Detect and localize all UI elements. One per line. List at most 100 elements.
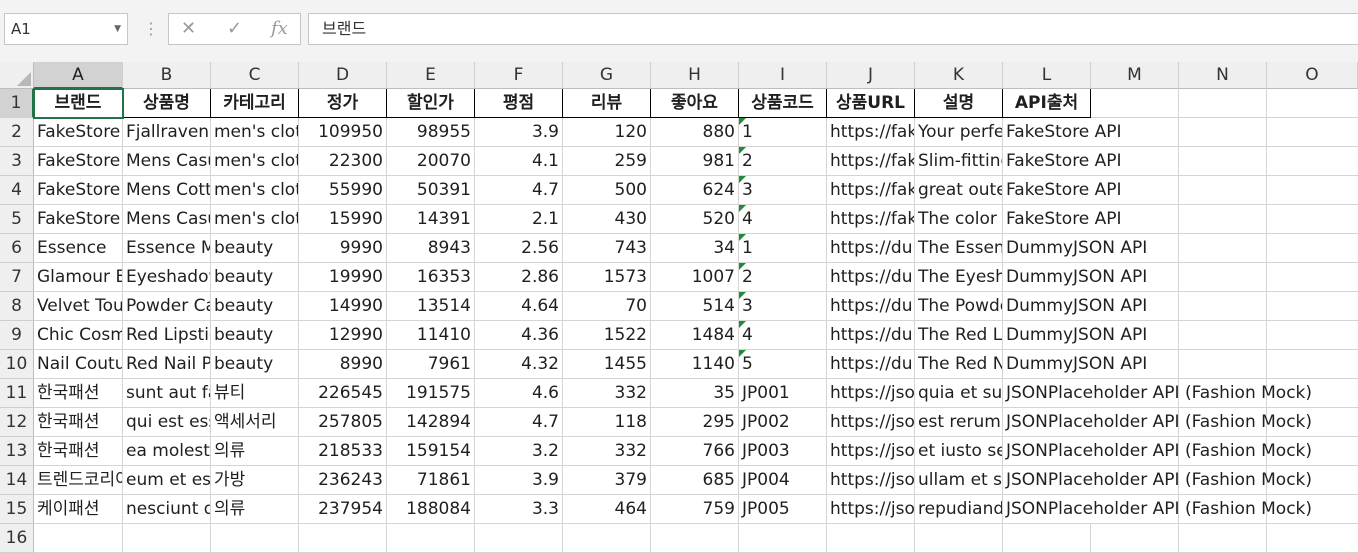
cell-c14[interactable]: 가방: [211, 466, 299, 495]
cell-i5[interactable]: 4: [739, 205, 827, 234]
cell-c10[interactable]: beauty: [211, 350, 299, 379]
row-header-10[interactable]: 10: [0, 350, 34, 379]
cell-l15[interactable]: JSONPlaceholder API (Fashion Mock): [1003, 495, 1358, 524]
cell-f9[interactable]: 4.36: [475, 321, 563, 350]
header-cell-h1[interactable]: 좋아요: [651, 89, 739, 118]
cell-c5[interactable]: men's clothing: [211, 205, 299, 234]
cell-i14[interactable]: JP004: [739, 466, 827, 495]
cell-h7[interactable]: 1007: [651, 263, 739, 292]
cell-b6[interactable]: Essence Mascara: [123, 234, 211, 263]
cell-i8[interactable]: 3: [739, 292, 827, 321]
cell-a4[interactable]: FakeStore: [34, 176, 123, 205]
cell-l11[interactable]: JSONPlaceholder API (Fashion Mock): [1003, 379, 1358, 408]
cell-a7[interactable]: Glamour Beauty: [34, 263, 123, 292]
cell-c4[interactable]: men's clothing: [211, 176, 299, 205]
cell-b5[interactable]: Mens Casual Slim Fit: [123, 205, 211, 234]
cell-j10[interactable]: https://dummyjson.com: [827, 350, 915, 379]
cell-i12[interactable]: JP002: [739, 408, 827, 437]
cell-a5[interactable]: FakeStore: [34, 205, 123, 234]
cell-d7[interactable]: 19990: [299, 263, 387, 292]
cell-c8[interactable]: beauty: [211, 292, 299, 321]
header-cell-d1[interactable]: 정가: [299, 89, 387, 118]
cell-e13[interactable]: 159154: [387, 437, 475, 466]
column-header-d[interactable]: D: [299, 62, 387, 89]
row-header-4[interactable]: 4: [0, 176, 34, 205]
cell-e12[interactable]: 142894: [387, 408, 475, 437]
column-header-f[interactable]: F: [475, 62, 563, 89]
cell-i4[interactable]: 3: [739, 176, 827, 205]
row-header-9[interactable]: 9: [0, 321, 34, 350]
header-cell-f1[interactable]: 평점: [475, 89, 563, 118]
cell-d14[interactable]: 236243: [299, 466, 387, 495]
cell-o16[interactable]: [1267, 524, 1358, 553]
cell-e6[interactable]: 8943: [387, 234, 475, 263]
chevron-down-icon[interactable]: ▼: [114, 24, 121, 34]
cell-o1[interactable]: [1267, 89, 1358, 118]
row-header-8[interactable]: 8: [0, 292, 34, 321]
cell-k10[interactable]: The Red Nail: [915, 350, 1003, 379]
more-options-icon[interactable]: ⋮: [143, 19, 159, 38]
cell-e9[interactable]: 11410: [387, 321, 475, 350]
cell-g4[interactable]: 500: [563, 176, 651, 205]
cell-k7[interactable]: The Eyeshadow: [915, 263, 1003, 292]
cell-l13[interactable]: JSONPlaceholder API (Fashion Mock): [1003, 437, 1358, 466]
cell-h4[interactable]: 624: [651, 176, 739, 205]
cell-l16[interactable]: [1003, 524, 1091, 553]
cell-f7[interactable]: 2.86: [475, 263, 563, 292]
cell-l7[interactable]: DummyJSON API: [1003, 263, 1358, 292]
cell-b12[interactable]: qui est esse: [123, 408, 211, 437]
cell-e14[interactable]: 71861: [387, 466, 475, 495]
row-header-11[interactable]: 11: [0, 379, 34, 408]
row-header-2[interactable]: 2: [0, 118, 34, 147]
column-header-e[interactable]: E: [387, 62, 475, 89]
cell-d8[interactable]: 14990: [299, 292, 387, 321]
cell-j9[interactable]: https://dummyjson.com: [827, 321, 915, 350]
column-header-l[interactable]: L: [1003, 62, 1091, 89]
cell-a16[interactable]: [34, 524, 123, 553]
cell-g16[interactable]: [563, 524, 651, 553]
cell-i11[interactable]: JP001: [739, 379, 827, 408]
cell-f2[interactable]: 3.9: [475, 118, 563, 147]
cell-e8[interactable]: 13514: [387, 292, 475, 321]
cell-f13[interactable]: 3.2: [475, 437, 563, 466]
cell-i9[interactable]: 4: [739, 321, 827, 350]
cell-b8[interactable]: Powder Canister: [123, 292, 211, 321]
cell-k14[interactable]: ullam et saepe: [915, 466, 1003, 495]
cell-a8[interactable]: Velvet Touch: [34, 292, 123, 321]
cell-d10[interactable]: 8990: [299, 350, 387, 379]
cell-h14[interactable]: 685: [651, 466, 739, 495]
cell-c16[interactable]: [211, 524, 299, 553]
row-header-5[interactable]: 5: [0, 205, 34, 234]
cell-j6[interactable]: https://dummyjson.com: [827, 234, 915, 263]
cell-j4[interactable]: https://fakestoreapi.com: [827, 176, 915, 205]
cell-l12[interactable]: JSONPlaceholder API (Fashion Mock): [1003, 408, 1358, 437]
column-header-o[interactable]: O: [1267, 62, 1358, 89]
cell-a14[interactable]: 트렌드코리아: [34, 466, 123, 495]
cell-l5[interactable]: FakeStore API: [1003, 205, 1358, 234]
cell-e16[interactable]: [387, 524, 475, 553]
cell-b16[interactable]: [123, 524, 211, 553]
cell-g6[interactable]: 743: [563, 234, 651, 263]
cell-i6[interactable]: 1: [739, 234, 827, 263]
cell-i16[interactable]: [739, 524, 827, 553]
header-cell-e1[interactable]: 할인가: [387, 89, 475, 118]
cell-e3[interactable]: 20070: [387, 147, 475, 176]
formula-input[interactable]: 브랜드: [308, 13, 1358, 45]
cell-b4[interactable]: Mens Cotton Jacket: [123, 176, 211, 205]
cell-j15[interactable]: https://jsonplaceholder: [827, 495, 915, 524]
cell-h5[interactable]: 520: [651, 205, 739, 234]
cell-e10[interactable]: 7961: [387, 350, 475, 379]
cell-f4[interactable]: 4.7: [475, 176, 563, 205]
cell-h3[interactable]: 981: [651, 147, 739, 176]
cell-g11[interactable]: 332: [563, 379, 651, 408]
row-header-6[interactable]: 6: [0, 234, 34, 263]
cell-d13[interactable]: 218533: [299, 437, 387, 466]
cell-h16[interactable]: [651, 524, 739, 553]
cell-m16[interactable]: [1091, 524, 1179, 553]
cell-f10[interactable]: 4.32: [475, 350, 563, 379]
cell-f15[interactable]: 3.3: [475, 495, 563, 524]
cell-c11[interactable]: 뷰티: [211, 379, 299, 408]
cell-a13[interactable]: 한국패션: [34, 437, 123, 466]
cell-h6[interactable]: 34: [651, 234, 739, 263]
header-cell-c1[interactable]: 카테고리: [211, 89, 299, 118]
